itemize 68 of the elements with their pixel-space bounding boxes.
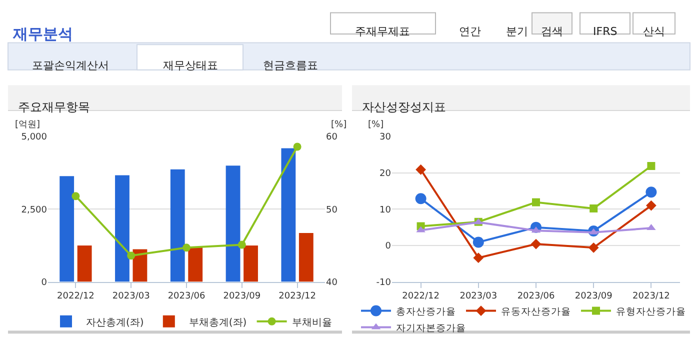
- x-tick-label: 2023/09: [223, 292, 261, 302]
- bar: [226, 166, 240, 282]
- point: [293, 142, 302, 151]
- legend-label: 부채비율: [292, 317, 332, 328]
- text: 포괄손익계산서: [32, 59, 109, 72]
- y2-tick-label: 50: [326, 205, 338, 216]
- x-tick-label: 2023/06: [517, 292, 555, 302]
- text: 산식: [643, 25, 665, 38]
- legend-label: 자산총계(좌): [86, 317, 144, 328]
- text: IFRS: [593, 25, 618, 38]
- bar: [77, 245, 92, 282]
- point: [238, 240, 246, 249]
- legend-label: 유동자산증가율: [501, 306, 571, 318]
- bar: [281, 148, 296, 282]
- point: [532, 198, 540, 206]
- y-axis-title: [억원]: [15, 120, 40, 130]
- y-tick-label: 30: [380, 132, 392, 143]
- legend-label: 유형자산증가율: [616, 306, 686, 318]
- x-tick-label: 2023/12: [632, 292, 670, 302]
- y-axis-title: [%]: [368, 120, 384, 130]
- point: [127, 252, 136, 260]
- y2-axis-title: [%]: [331, 120, 347, 130]
- point: [415, 193, 426, 204]
- text: 현금흐름표: [263, 59, 318, 72]
- point: [473, 252, 484, 264]
- bar: [170, 169, 185, 282]
- y2-tick-label: 60: [326, 132, 338, 143]
- y-tick-label: 5,000: [21, 132, 48, 143]
- x-tick-label: 2023/09: [574, 292, 613, 302]
- text: 재무상태표: [163, 59, 218, 72]
- bar: [298, 232, 314, 282]
- point: [182, 244, 190, 252]
- point: [416, 164, 426, 175]
- x-tick-label: 2022/12: [57, 292, 94, 302]
- text: 분기: [506, 25, 528, 38]
- bar: [244, 245, 258, 282]
- y-tick-label: 10: [380, 205, 392, 216]
- x-tick-label: 2023/12: [278, 292, 316, 302]
- text: 재무분석: [12, 25, 73, 43]
- text: 주재무제표: [355, 25, 410, 38]
- y-tick-label: 0: [385, 242, 392, 252]
- y2-tick-label: 40: [326, 278, 338, 288]
- x-tick-label: 2023/03: [112, 292, 150, 302]
- text: 연간: [459, 25, 481, 38]
- x-tick-label: 2022/12: [402, 292, 440, 302]
- x-tick-label: 2023/06: [168, 292, 206, 302]
- point: [646, 200, 656, 211]
- point: [588, 242, 599, 253]
- point: [646, 186, 657, 198]
- y-tick-label: 20: [380, 169, 392, 180]
- point: [590, 204, 598, 212]
- point: [530, 238, 542, 250]
- y-tick-label: 0: [41, 278, 48, 288]
- chart-title: 주요재무항목: [18, 100, 90, 114]
- bar: [115, 175, 130, 282]
- point: [72, 192, 80, 200]
- y-tick-label: 2,500: [21, 205, 48, 216]
- point: [647, 162, 656, 170]
- legend-label: 총자산증가율: [396, 306, 456, 318]
- bar: [60, 176, 74, 282]
- point: [472, 236, 484, 248]
- bar: [188, 248, 203, 282]
- x-tick-label: 2023/03: [460, 292, 498, 302]
- text: 검색: [541, 25, 563, 38]
- chart-title: 자산성장성지표: [362, 100, 446, 114]
- legend-label: 자기자본증가율: [396, 322, 466, 334]
- legend-label: 부채총계(좌): [188, 317, 247, 328]
- y-tick-label: -10: [376, 278, 392, 288]
